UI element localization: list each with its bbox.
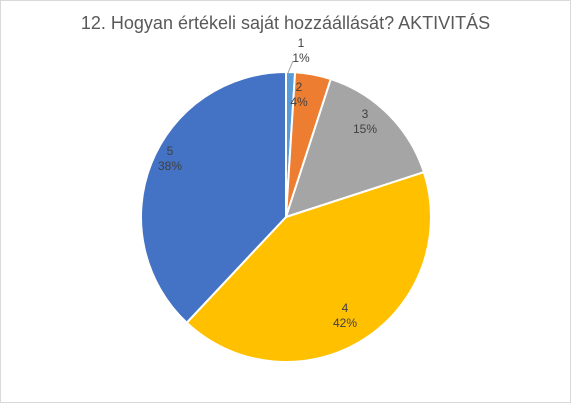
percent-label-2: 4% (290, 95, 308, 109)
chart-title: 12. Hogyan értékeli saját hozzáállását? … (80, 13, 491, 33)
pie-slice-5 (140, 70, 287, 325)
percent-label-5: 38% (158, 159, 182, 173)
percent-label-1: 1% (292, 51, 310, 65)
percent-label-4: 42% (333, 316, 357, 330)
category-label-4: 4 (342, 301, 349, 315)
category-label-5: 5 (167, 144, 174, 158)
category-label-3: 3 (362, 107, 369, 121)
percent-label-3: 15% (353, 122, 377, 136)
leader-line-1 (287, 60, 294, 74)
category-label-1: 1 (298, 36, 305, 50)
pie-slice-4 (185, 170, 432, 363)
category-label-2: 2 (296, 80, 303, 94)
